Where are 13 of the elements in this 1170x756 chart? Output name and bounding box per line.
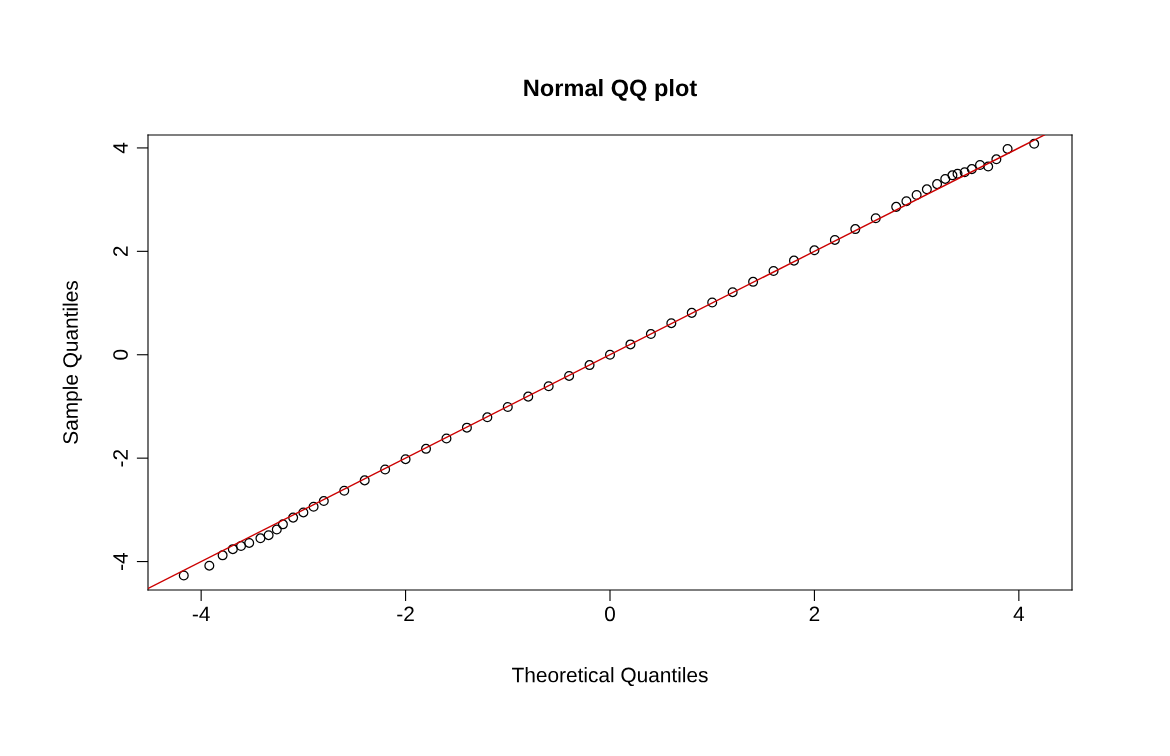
x-axis-title: Theoretical Quantiles (512, 667, 708, 687)
y-tick-label: 0 (113, 349, 128, 360)
x-tick-label: 2 (809, 606, 820, 622)
chart-title: Normal QQ plot (524, 79, 697, 102)
y-tick-label: 4 (113, 142, 128, 154)
y-tick-label: -4 (113, 552, 128, 570)
y-tick-label: -2 (113, 449, 128, 467)
y-tick-label: 2 (113, 246, 128, 257)
x-tick-label: 4 (1013, 606, 1025, 622)
x-tick-label: -4 (192, 606, 210, 622)
x-tick-label: 0 (605, 606, 615, 622)
x-tick-label: -2 (397, 606, 414, 622)
y-axis-title: Sample Quantiles (62, 281, 83, 444)
